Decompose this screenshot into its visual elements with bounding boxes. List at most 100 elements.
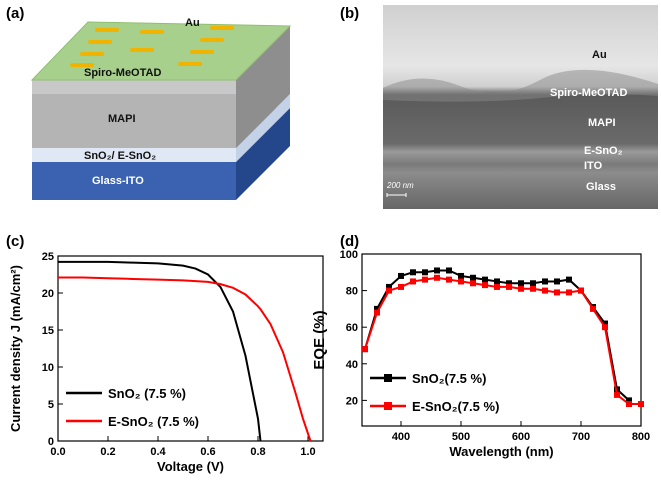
marker [578, 287, 584, 294]
x-tick-label: 800 [632, 431, 650, 443]
x-tick-label: 0.6 [200, 446, 215, 458]
marker [458, 272, 464, 279]
marker [446, 276, 452, 283]
marker [542, 278, 548, 285]
panel-label: (a) [6, 5, 24, 22]
y-tick-label: 100 [340, 249, 358, 261]
y-tick-label: 0 [48, 436, 54, 448]
marker [386, 283, 392, 290]
series-line [364, 269, 630, 402]
marker [434, 274, 440, 281]
sem-label: ITO [584, 160, 603, 172]
marker [530, 285, 536, 292]
panel-label: (b) [340, 5, 359, 22]
marker [626, 401, 632, 408]
layer-label: Glass-ITO [92, 175, 144, 187]
marker [602, 320, 608, 327]
legend-label: SnO₂ (7.5 %) [108, 386, 186, 401]
plot-frame [361, 253, 642, 427]
marker [410, 269, 416, 276]
y-axis-label: EQE (%) [311, 310, 328, 369]
y-tick-label: 40 [346, 359, 358, 371]
marker [362, 346, 368, 353]
marker [470, 280, 476, 287]
x-axis-label: Voltage (V) [157, 459, 224, 474]
device-diagram: Au Spiro-MeOTAD MAPI SnO₂/ E-SnO₂ Glass-… [30, 17, 292, 200]
marker [506, 283, 512, 290]
legend-marker [384, 402, 392, 410]
marker [434, 267, 440, 274]
x-tick-label: 500 [452, 431, 470, 443]
series-line [364, 276, 641, 406]
layer-label: Au [185, 17, 200, 29]
marker [482, 276, 488, 283]
marker [482, 282, 488, 289]
x-tick-label: 0.2 [100, 446, 115, 458]
legend-label: SnO₂(7.5 %) [412, 371, 486, 386]
y-tick-label: 20 [42, 288, 54, 300]
y-tick-label: 20 [346, 395, 358, 407]
panel-label: (c) [6, 233, 24, 250]
marker [374, 305, 380, 312]
x-tick-label: 400 [392, 431, 410, 443]
marker [470, 274, 476, 281]
y-axis-label: Current density J (mA/cm²) [8, 265, 23, 432]
x-tick-label: 600 [512, 431, 530, 443]
marker [638, 401, 644, 408]
sem-label: MAPI [588, 117, 616, 129]
sem-image: Au Spiro-MeOTAD MAPI E-SnO₂ ITO Glass 20… [383, 5, 658, 209]
marker [446, 267, 452, 274]
y-tick-label: 15 [42, 325, 54, 337]
sem-label: Au [592, 49, 607, 61]
marker [566, 276, 572, 283]
legend-label: E-SnO₂(7.5 %) [412, 399, 499, 414]
y-tick-label: 60 [346, 322, 358, 334]
x-axis-label: Wavelength (nm) [449, 444, 553, 459]
layer-label: SnO₂/ E-SnO₂ [84, 150, 156, 162]
marker [554, 278, 560, 285]
marker [410, 278, 416, 285]
marker [614, 391, 620, 398]
marker [494, 278, 500, 285]
legend-marker [384, 374, 392, 382]
x-tick-label: 700 [572, 431, 590, 443]
marker [590, 305, 596, 312]
marker [554, 289, 560, 296]
plot-frame [57, 255, 324, 442]
x-tick-label: 1.0 [300, 446, 315, 458]
marker [422, 269, 428, 276]
marker [518, 280, 524, 287]
x-tick-label: 0.0 [50, 446, 65, 458]
y-tick-label: 25 [42, 251, 54, 263]
marker [422, 276, 428, 283]
marker [626, 397, 632, 404]
marker [506, 280, 512, 287]
marker [530, 280, 536, 287]
legend-label: E-SnO₂ (7.5 %) [108, 414, 199, 429]
series-line [58, 260, 262, 442]
y-tick-label: 10 [42, 362, 54, 374]
marker [398, 272, 404, 279]
marker [494, 283, 500, 290]
sem-label: Glass [586, 181, 616, 193]
series-line [58, 276, 312, 442]
x-tick-label: 0.4 [150, 446, 166, 458]
layer-label: Spiro-MeOTAD [84, 67, 161, 79]
y-tick-label: 5 [48, 399, 54, 411]
sem-label: E-SnO₂ [584, 145, 623, 157]
marker [398, 283, 404, 290]
x-tick-label: 0.8 [250, 446, 265, 458]
marker [542, 287, 548, 294]
marker [566, 289, 572, 296]
marker [518, 285, 524, 292]
marker [602, 324, 608, 331]
panel-label: (d) [340, 233, 359, 250]
layer-label: MAPI [108, 113, 136, 125]
scale-bar-label: 200 nm [386, 181, 414, 190]
marker [386, 287, 392, 294]
marker [458, 278, 464, 285]
sem-label: Spiro-MeOTAD [550, 87, 627, 99]
y-tick-label: 80 [346, 286, 358, 298]
marker [374, 309, 380, 316]
